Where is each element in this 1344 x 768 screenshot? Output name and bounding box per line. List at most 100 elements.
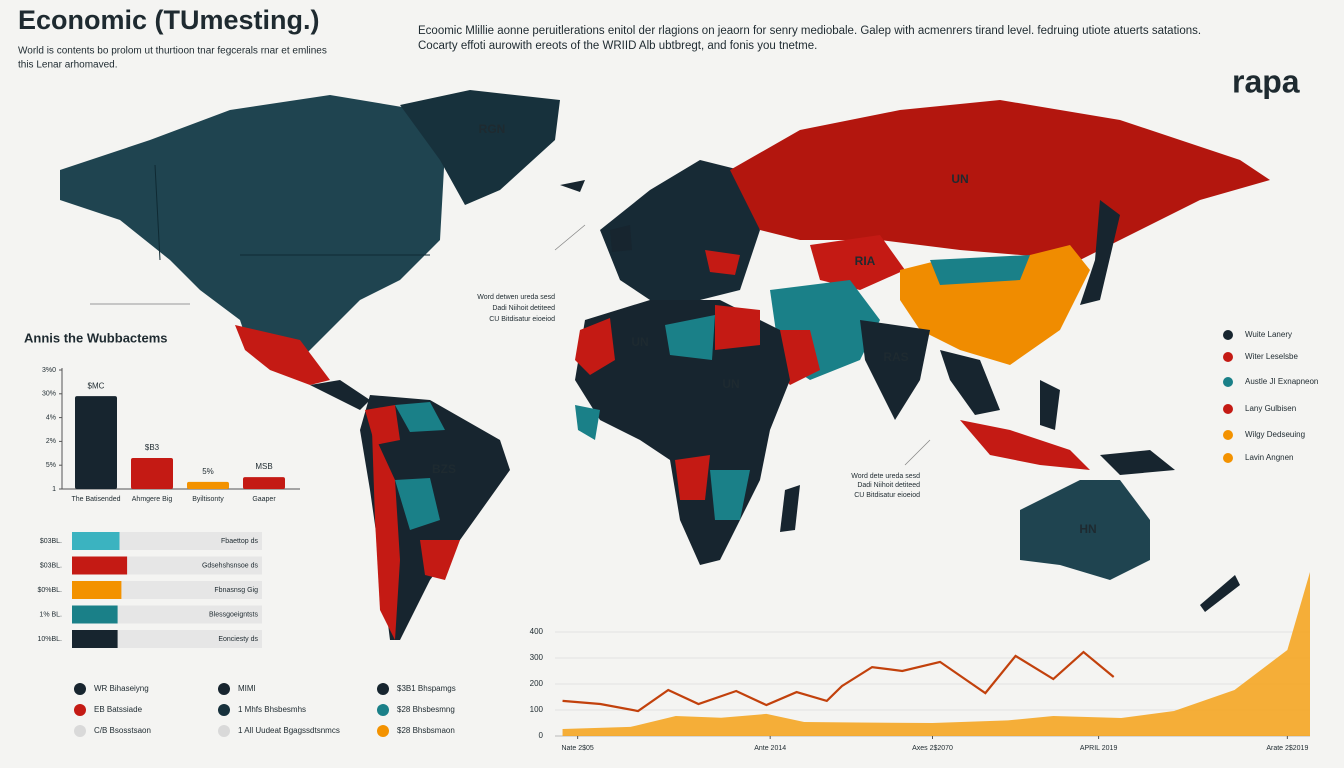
y-tick-label: 4% (46, 414, 56, 421)
y-tick-label: 300 (530, 653, 544, 662)
bar (72, 556, 128, 575)
x-tick-label: Gaaper (252, 496, 276, 503)
legend-swatch (218, 704, 230, 716)
map-label: HN (1079, 522, 1096, 536)
value-label: 5% (202, 467, 214, 476)
bar (243, 477, 285, 489)
y-tick-label: 5% (46, 462, 56, 469)
annotation: Dadi Niihoit detiteed (492, 305, 555, 312)
value-label: $B3 (145, 443, 160, 452)
subtitle: World is contents bo prolom ut thurtioon… (18, 46, 327, 57)
category-label: $03BL. (40, 538, 62, 545)
bar (72, 630, 118, 648)
map-label: RIA (855, 254, 876, 268)
map-label: UN (722, 377, 739, 391)
bar-note: Blessgoeigntsts (209, 611, 259, 618)
legend-swatch (1223, 404, 1233, 414)
annotation: CU Bitdisatur eioeiod (854, 492, 920, 499)
y-tick-label: 30% (42, 391, 56, 398)
legend-label: Lavin Angnen (1245, 453, 1294, 462)
legend-label: $28 Bhsbesmng (397, 705, 455, 714)
bar (72, 581, 122, 599)
legend-swatch (74, 725, 86, 737)
bar-note: Fbnasnsg Gig (214, 587, 258, 594)
annotation: Word detwen ureda sesd (477, 294, 555, 301)
legend-label: Lany Gulbisen (1245, 404, 1296, 413)
x-tick-label: Ante 2014 (754, 745, 786, 752)
value-label: $MC (88, 381, 105, 390)
y-tick-label: 2% (46, 438, 56, 445)
legend-label: Wuite Lanery (1245, 330, 1292, 339)
map-label: UN (951, 172, 968, 186)
legend-swatch (1223, 377, 1233, 387)
category-label: $03BL. (40, 562, 62, 569)
legend-label: $3B1 Bhspamgs (397, 684, 456, 693)
legend-label: Wilgy Dedseuing (1245, 430, 1305, 439)
legend-swatch (377, 725, 389, 737)
x-tick-label: Axes 2$2070 (912, 745, 953, 752)
legend-swatch (74, 704, 86, 716)
legend-label: Witer Leselsbe (1245, 352, 1298, 361)
map-label: RAS (883, 350, 908, 364)
bar-track (72, 605, 262, 624)
bar-track (72, 630, 262, 648)
legend-swatch (1223, 430, 1233, 440)
legend-label: 1 All Uudeat Bgagssdtsnmcs (238, 726, 340, 735)
legend-label: $28 Bhsbsmaon (397, 726, 455, 735)
annotation: Dadi Niihoit detiteed (857, 482, 920, 489)
legend-swatch (218, 725, 230, 737)
map-label: RGN (479, 122, 506, 136)
y-tick-label: 1 (52, 486, 56, 493)
x-tick-label: Arate 2$2019 (1266, 745, 1308, 752)
annotation: Word dete ureda sesd (851, 473, 920, 480)
legend-label: MIMI (238, 684, 256, 693)
x-tick-label: Ahmgere Big (132, 496, 173, 503)
legend-label: C/B Bsosstsaon (94, 726, 151, 735)
bar (131, 458, 173, 489)
legend-swatch (218, 683, 230, 695)
line (562, 650, 1115, 713)
subtitle: this Lenar arhomaved. (18, 60, 118, 71)
chart-title: Annis the Wubbactems (24, 330, 168, 345)
intro: Ecoomic Mlillie aonne peruitlerations en… (418, 25, 1201, 37)
bar (72, 605, 118, 624)
legend-label: WR Bihaseiyng (94, 684, 149, 693)
y-tick-label: 400 (530, 627, 544, 636)
legend-label: Austle JI Exnapneon (1245, 377, 1318, 386)
y-tick-label: 3%0 (42, 367, 56, 374)
legend-label: 1 Mhfs Bhsbesmhs (238, 705, 306, 714)
value-label: MSB (255, 462, 272, 471)
legend-swatch (377, 683, 389, 695)
legend-swatch (1223, 453, 1233, 463)
legend-swatch (74, 683, 86, 695)
y-tick-label: 0 (539, 731, 544, 740)
map-label: BZS (432, 462, 456, 476)
x-tick-label: Nate 2$05 (561, 745, 593, 752)
legend-swatch (1223, 330, 1233, 340)
bar (75, 396, 117, 489)
y-tick-label: 100 (530, 705, 544, 714)
annotation: CU Bitdisatur eioeiod (489, 316, 555, 323)
bar (187, 481, 229, 489)
x-tick-label: The Batisended (71, 496, 120, 503)
bar (72, 532, 120, 550)
brand: rapa (1232, 63, 1300, 99)
category-label: 1% BL. (39, 611, 62, 618)
x-tick-label: APRIL 2019 (1080, 745, 1118, 752)
bar-note: Eonciesty ds (218, 636, 258, 643)
x-tick-label: Byiltisonty (192, 496, 224, 503)
title: Economic (TUmesting.) (18, 5, 320, 35)
legend-label: EB Batssiade (94, 705, 143, 714)
legend-swatch (377, 704, 389, 716)
world-map (60, 90, 1270, 640)
bar-note: Fbaettop ds (221, 538, 258, 545)
map-label: UN (631, 335, 648, 349)
y-tick-label: 200 (530, 679, 544, 688)
intro: Cocarty effoti aurowith ereots of the WR… (418, 40, 817, 52)
area (562, 571, 1310, 736)
bar-note: Gdsehshsnsoe ds (202, 562, 259, 569)
category-label: 10%BL. (37, 636, 62, 643)
legend-swatch (1223, 352, 1233, 362)
category-label: $0%BL. (37, 587, 62, 594)
